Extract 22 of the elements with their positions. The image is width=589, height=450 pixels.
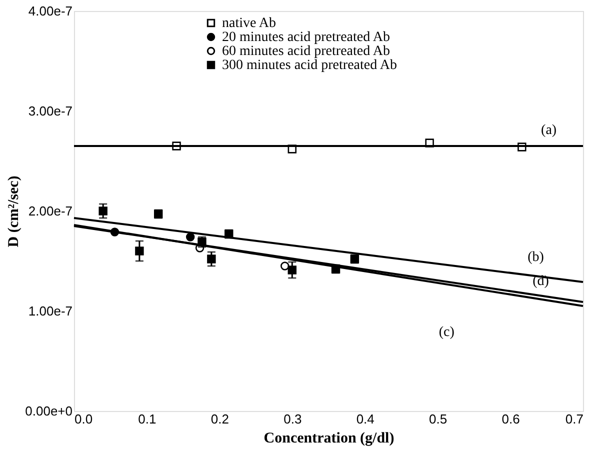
legend-label: 20 minutes acid pretreated Ab: [222, 30, 390, 45]
y-tick-label: 2.00e-7: [28, 204, 72, 218]
legend-label: 300 minutes acid pretreated Ab: [222, 58, 397, 73]
x-tick-label: 0.4: [356, 412, 374, 426]
y-tick-label: 0.00e+0: [25, 404, 72, 418]
x-axis-title: Concentration (g/dl): [264, 430, 394, 446]
x-tick-label: 0.6: [502, 412, 520, 426]
legend-label: native Ab: [222, 16, 276, 31]
y-axis-title: D (cm²/sec): [6, 176, 22, 248]
annotation: (c): [438, 325, 455, 340]
x-tick-label: 0.7: [565, 412, 584, 426]
x-tick-label: 0.2: [210, 412, 229, 426]
x-tick-label: 0.1: [138, 412, 156, 426]
legend-label: 60 minutes acid pretreated Ab: [222, 44, 390, 59]
y-tick-label: 4.00e-7: [28, 4, 72, 18]
y-tick-label: 3.00e-7: [28, 104, 72, 118]
x-tick-label: 0.0: [74, 412, 93, 426]
x-tick-label: 0.5: [429, 412, 448, 426]
y-tick-label: 1.00e-7: [28, 304, 72, 318]
annotation: (b): [528, 250, 544, 265]
x-tick-label: 0.3: [284, 412, 302, 426]
annotation: (a): [541, 123, 557, 138]
